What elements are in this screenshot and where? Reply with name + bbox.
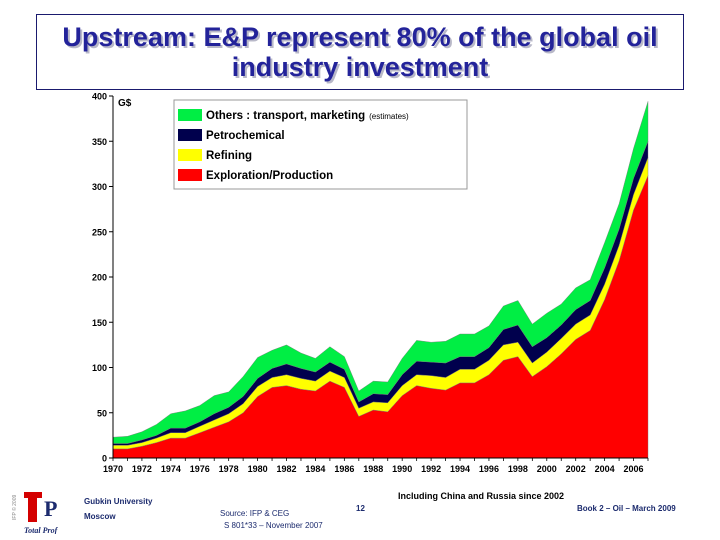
book-reference: Book 2 – Oil – March 2009 — [577, 504, 676, 513]
x-tick-label: 2002 — [566, 464, 586, 474]
x-tick-label: 1994 — [450, 464, 470, 474]
page-number: 12 — [356, 504, 365, 513]
x-tick-label: 2000 — [537, 464, 557, 474]
x-tick-label: 1990 — [392, 464, 412, 474]
x-tick-label: 1972 — [132, 464, 152, 474]
source-line: Source: IFP & CEG — [220, 509, 290, 518]
university-city: Moscow — [84, 512, 116, 521]
x-tick-label: 2004 — [595, 464, 615, 474]
x-tick-label: 1982 — [276, 464, 296, 474]
y-tick-label: 150 — [92, 318, 107, 328]
slide-title-line1: Upstream: E&P represent 80% of the globa… — [62, 22, 658, 52]
y-tick-label: 0 — [102, 454, 107, 464]
logo-caption: Total Prof — [24, 526, 59, 534]
x-tick-label: 1986 — [334, 464, 354, 474]
legend-swatch-1 — [178, 129, 202, 141]
x-tick-label: 1984 — [305, 464, 325, 474]
university-name: Gubkin University — [84, 497, 153, 506]
slide-title-line2: industry investment — [231, 52, 489, 82]
x-tick-label: 1970 — [103, 464, 123, 474]
y-tick-label: 300 — [92, 182, 107, 192]
unit-label: G$ — [118, 98, 132, 109]
source-ref: S 801*33 – November 2007 — [224, 521, 323, 530]
legend-swatch-2 — [178, 149, 202, 161]
legend-label-3: Exploration/Production — [206, 170, 333, 182]
x-tick-label: 1998 — [508, 464, 528, 474]
slide-title: Upstream: E&P represent 80% of the globa… — [36, 14, 684, 90]
x-tick-label: 1988 — [363, 464, 383, 474]
x-tick-label: 1980 — [248, 464, 268, 474]
total-prof-logo: P Total Prof IFP © 2009 — [11, 490, 59, 534]
y-tick-label: 200 — [92, 273, 107, 283]
x-tick-label: 1992 — [421, 464, 441, 474]
x-tick-label: 2006 — [624, 464, 644, 474]
legend-label-0: Others : transport, marketing (estimates) — [206, 110, 409, 122]
y-tick-label: 50 — [97, 408, 107, 418]
legend-label-1: Petrochemical — [206, 130, 285, 142]
y-tick-label: 400 — [92, 92, 107, 102]
legend-swatch-3 — [178, 169, 202, 181]
logo-side-caption: IFP © 2009 — [11, 495, 18, 520]
legend-swatch-0 — [178, 109, 202, 121]
legend-label-2: Refining — [206, 150, 252, 162]
china-russia-note: Including China and Russia since 2002 — [398, 491, 565, 501]
x-tick-label: 1996 — [479, 464, 499, 474]
y-tick-label: 250 — [92, 227, 107, 237]
y-tick-label: 350 — [92, 137, 107, 147]
svg-text:P: P — [44, 496, 57, 521]
x-tick-label: 1978 — [219, 464, 239, 474]
y-tick-label: 100 — [92, 363, 107, 373]
area-series-3 — [112, 101, 649, 444]
x-tick-label: 1976 — [190, 464, 210, 474]
legend-box — [173, 99, 468, 190]
x-tick-label: 1974 — [161, 464, 181, 474]
